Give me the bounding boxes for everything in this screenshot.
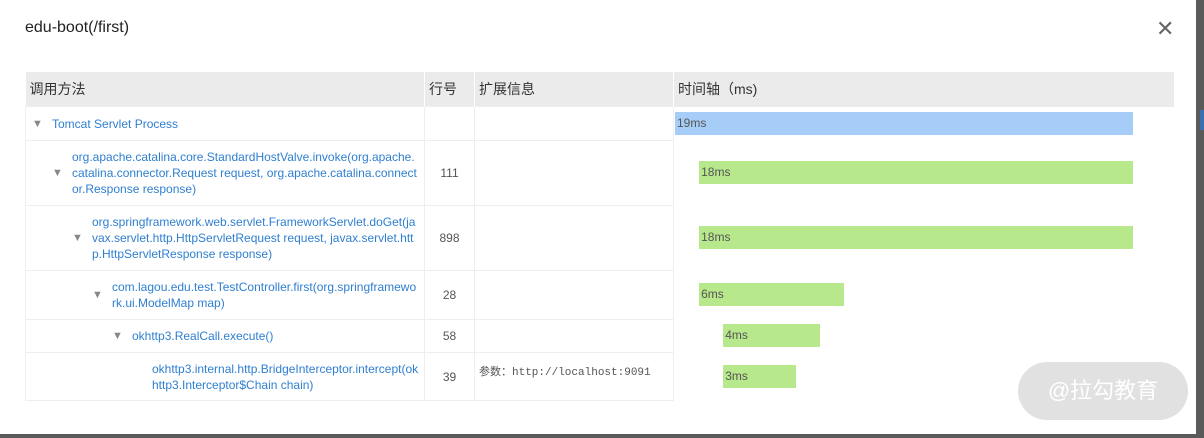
method-cell: ▼ org.apache.catalina.core.StandardHostV… <box>25 140 425 206</box>
table-row[interactable]: ▼ org.springframework.web.servlet.Framew… <box>25 205 1175 271</box>
duration-label: 19ms <box>677 115 707 130</box>
duration-bar: 4ms <box>723 324 820 347</box>
table-row[interactable]: ▼ org.apache.catalina.core.StandardHostV… <box>25 140 1175 206</box>
timeline-cell: 18ms <box>674 206 1175 271</box>
background-page-edge <box>1200 110 1204 130</box>
timeline-cell: 6ms <box>674 271 1175 320</box>
collapse-triangle-icon[interactable]: ▼ <box>72 232 83 244</box>
duration-label: 3ms <box>725 368 748 383</box>
duration-label: 18ms <box>701 165 731 179</box>
duration-bar: 3ms <box>723 364 796 388</box>
method-name[interactable]: org.apache.catalina.core.StandardHostVal… <box>72 150 417 196</box>
line-number: 111 <box>424 140 475 206</box>
timeline-cell: 3ms <box>674 353 1175 401</box>
close-icon[interactable]: ✕ <box>1156 16 1175 41</box>
method-name[interactable]: Tomcat Servlet Process <box>52 116 179 131</box>
line-number: 28 <box>424 270 475 320</box>
timeline-cell: 19ms <box>674 107 1175 141</box>
line-number: 898 <box>424 205 475 271</box>
collapse-triangle-icon[interactable]: ▼ <box>52 167 63 179</box>
duration-label: 4ms <box>725 328 748 342</box>
watermark: @拉勾教育 <box>1018 362 1188 420</box>
line-number: 58 <box>424 319 475 353</box>
method-cell: ▼ com.lagou.edu.test.TestController.firs… <box>25 270 425 320</box>
ext-info <box>474 270 674 320</box>
timeline-cell: 18ms <box>674 141 1175 206</box>
duration-bar: 6ms <box>699 283 844 306</box>
method-name[interactable]: org.springframework.web.servlet.Framewor… <box>92 215 416 261</box>
duration-bar: 18ms <box>699 226 1133 249</box>
timeline-cell: 4ms <box>674 320 1175 353</box>
method-name[interactable]: okhttp3.internal.http.BridgeInterceptor.… <box>152 361 419 392</box>
ext-info <box>474 106 674 141</box>
duration-bar: 18ms <box>699 161 1133 184</box>
line-number <box>424 106 475 141</box>
collapse-triangle-icon[interactable]: ▼ <box>112 330 123 342</box>
ext-info <box>474 140 674 206</box>
ext-info <box>474 319 674 353</box>
method-cell: ▼ okhttp3.RealCall.execute() <box>25 319 425 353</box>
method-cell: ▼ okhttp3.internal.http.BridgeIntercepto… <box>25 352 425 401</box>
method-cell: ▼ Tomcat Servlet Process <box>25 106 425 141</box>
method-name[interactable]: okhttp3.RealCall.execute() <box>132 329 274 343</box>
duration-label: 18ms <box>701 230 731 244</box>
duration-label: 6ms <box>701 287 724 301</box>
table-row[interactable]: ▼ Tomcat Servlet Process 19ms <box>25 106 1175 141</box>
dialog-title: edu-boot(/first) <box>25 19 130 36</box>
header-method: 调用方法 <box>25 72 425 107</box>
header-line: 行号 <box>424 72 475 107</box>
table-row[interactable]: ▼ com.lagou.edu.test.TestController.firs… <box>25 270 1175 320</box>
header-timeline: 时间轴（ms) <box>673 72 1175 107</box>
table-row[interactable]: ▼ okhttp3.RealCall.execute() 58 4ms <box>25 319 1175 353</box>
header-ext: 扩展信息 <box>474 72 674 107</box>
ext-info <box>474 205 674 271</box>
method-cell: ▼ org.springframework.web.servlet.Framew… <box>25 205 425 271</box>
collapse-triangle-icon[interactable]: ▼ <box>92 289 103 301</box>
table-row[interactable]: ▼ okhttp3.internal.http.BridgeIntercepto… <box>25 352 1175 401</box>
line-number: 39 <box>424 352 475 401</box>
trace-table: 调用方法 行号 扩展信息 时间轴（ms) ▼ Tomcat Servlet Pr… <box>25 72 1175 401</box>
duration-bar: 19ms <box>675 111 1133 135</box>
collapse-triangle-icon[interactable]: ▼ <box>32 117 43 130</box>
method-name[interactable]: com.lagou.edu.test.TestController.first(… <box>112 280 417 310</box>
ext-info: 参数：http://localhost:9091 <box>474 352 674 401</box>
